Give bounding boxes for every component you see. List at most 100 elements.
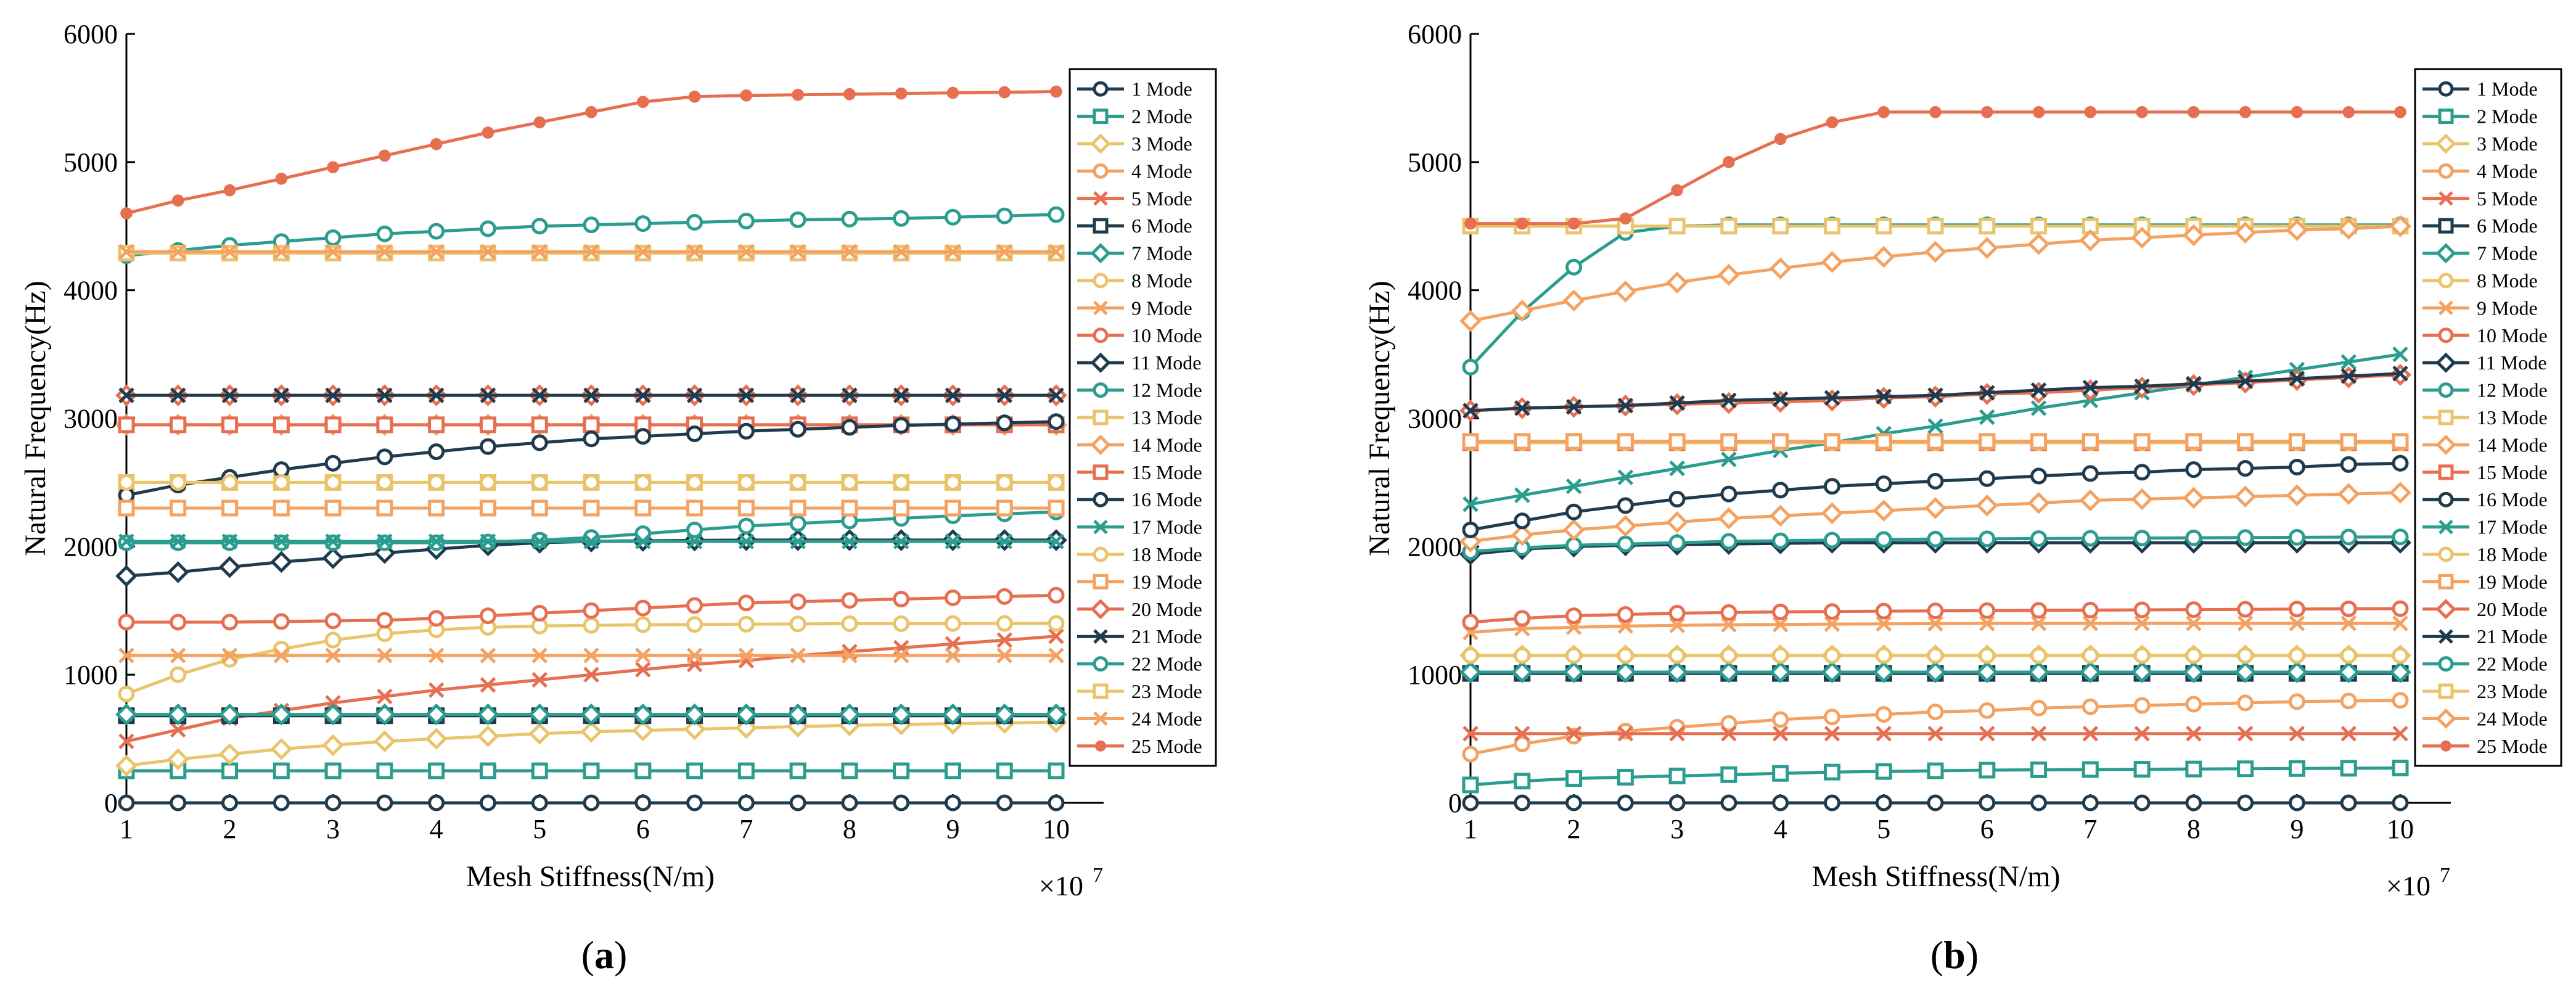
data-point: [2392, 794, 2409, 811]
data-point: [221, 416, 239, 433]
legend-label: 23 Mode: [2477, 680, 2548, 702]
legend-label: 3 Mode: [1131, 133, 1192, 155]
data-point: [2291, 105, 2303, 118]
data-point: [585, 105, 597, 118]
legend-item: 10 Mode: [1077, 324, 1202, 347]
data-point: [2082, 794, 2099, 811]
legend-item: 12 Mode: [2422, 379, 2548, 401]
data-point: [531, 474, 548, 491]
x-tick-label: 5: [1877, 814, 1890, 844]
data-point: [2392, 365, 2408, 382]
data-point: [583, 244, 599, 260]
data-point: [2392, 726, 2408, 742]
data-point: [841, 762, 858, 779]
data-point: [1720, 794, 1737, 811]
data-point: [1093, 519, 1108, 535]
data-point: [944, 615, 961, 632]
data-point: [2286, 484, 2308, 507]
data-point: [2340, 528, 2357, 546]
data-point: [1617, 469, 1634, 485]
data-point: [1668, 218, 1686, 235]
data-point: [2439, 300, 2453, 316]
data-point: [2438, 683, 2454, 699]
data-point: [170, 416, 187, 433]
y-tick-label: 1000: [64, 660, 118, 690]
data-point: [2237, 694, 2254, 712]
data-point: [2030, 647, 2048, 664]
data-point: [1718, 392, 1740, 414]
legend-item: 12 Mode: [1077, 379, 1202, 401]
data-point: [686, 597, 703, 614]
legend-item: 7 Mode: [1077, 242, 1192, 265]
x-tick-label: 5: [533, 814, 546, 844]
data-point: [1720, 647, 1737, 664]
legend-item: 4 Mode: [1077, 160, 1192, 182]
data-point: [583, 430, 600, 448]
data-point: [2237, 726, 2254, 742]
data-point: [2438, 573, 2454, 590]
data-point: [1514, 610, 1531, 627]
data-point: [1720, 218, 1737, 235]
data-point: [2185, 760, 2202, 778]
data-point: [1093, 656, 1109, 672]
data-point: [996, 647, 1012, 663]
data-point: [1823, 647, 1840, 664]
y-tick-label: 5000: [1408, 147, 1462, 178]
data-point: [686, 533, 703, 549]
data-point: [1459, 310, 1482, 332]
y-tick-label: 4000: [1408, 276, 1462, 306]
legend-item: 23 Mode: [1077, 680, 1202, 702]
data-point: [2134, 726, 2150, 742]
data-point: [842, 244, 858, 260]
panel-label: (b): [1930, 933, 1979, 977]
legend-label: 15 Mode: [2477, 461, 2548, 483]
data-point: [686, 387, 703, 403]
data-point: [890, 703, 913, 726]
data-point: [789, 421, 806, 438]
data-point: [944, 589, 961, 606]
data-point: [2337, 661, 2360, 683]
data-point: [945, 533, 961, 549]
data-point: [1614, 661, 1637, 683]
data-point: [996, 794, 1013, 811]
data-point: [1723, 156, 1735, 168]
data-point: [1617, 618, 1634, 634]
data-point: [1875, 763, 1892, 780]
y-tick-label: 6000: [1408, 19, 1462, 49]
data-point: [428, 387, 445, 403]
data-point: [2389, 482, 2411, 504]
data-point: [1720, 766, 1737, 783]
data-point: [1769, 661, 1792, 683]
data-point: [1666, 271, 1688, 294]
x-tick-label: 8: [2187, 814, 2201, 844]
legend-label: 9 Mode: [2477, 297, 2538, 319]
y-tick-label: 5000: [64, 147, 118, 178]
series-2-mode: [1462, 759, 2409, 794]
data-point: [2131, 488, 2153, 511]
legend-label: 22 Mode: [1131, 653, 1202, 675]
data-point: [1824, 616, 1840, 632]
data-point: [1875, 706, 1892, 723]
data-point: [270, 737, 293, 760]
data-point: [479, 416, 496, 433]
data-point: [1459, 530, 1482, 553]
data-point: [2027, 661, 2050, 683]
data-point: [115, 565, 137, 587]
legend-label: 16 Mode: [1131, 488, 1202, 511]
y-tick-label: 3000: [1408, 404, 1462, 434]
data-point: [377, 688, 393, 705]
data-point: [428, 647, 445, 663]
data-point: [2389, 215, 2411, 237]
data-point: [377, 387, 393, 403]
data-point: [634, 762, 652, 779]
series-9-mode: [1462, 615, 2408, 641]
data-point: [166, 703, 189, 726]
data-point: [1514, 400, 1530, 416]
data-point: [2392, 759, 2409, 776]
data-point: [221, 499, 239, 517]
legend-item: 18 Mode: [1077, 543, 1202, 565]
data-point: [118, 499, 135, 517]
data-point: [841, 615, 858, 632]
data-point: [273, 613, 290, 630]
data-point: [1462, 433, 1479, 450]
